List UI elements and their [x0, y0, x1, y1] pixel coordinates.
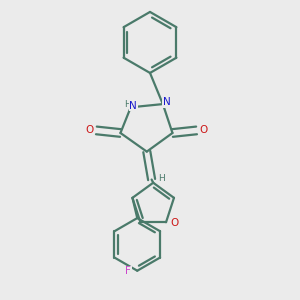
Text: O: O [170, 218, 178, 228]
Text: H: H [158, 174, 165, 183]
Text: O: O [200, 125, 208, 135]
Text: H: H [124, 100, 131, 109]
Text: N: N [129, 101, 137, 111]
Text: N: N [163, 97, 171, 107]
Text: O: O [85, 125, 93, 135]
Text: F: F [125, 266, 131, 276]
